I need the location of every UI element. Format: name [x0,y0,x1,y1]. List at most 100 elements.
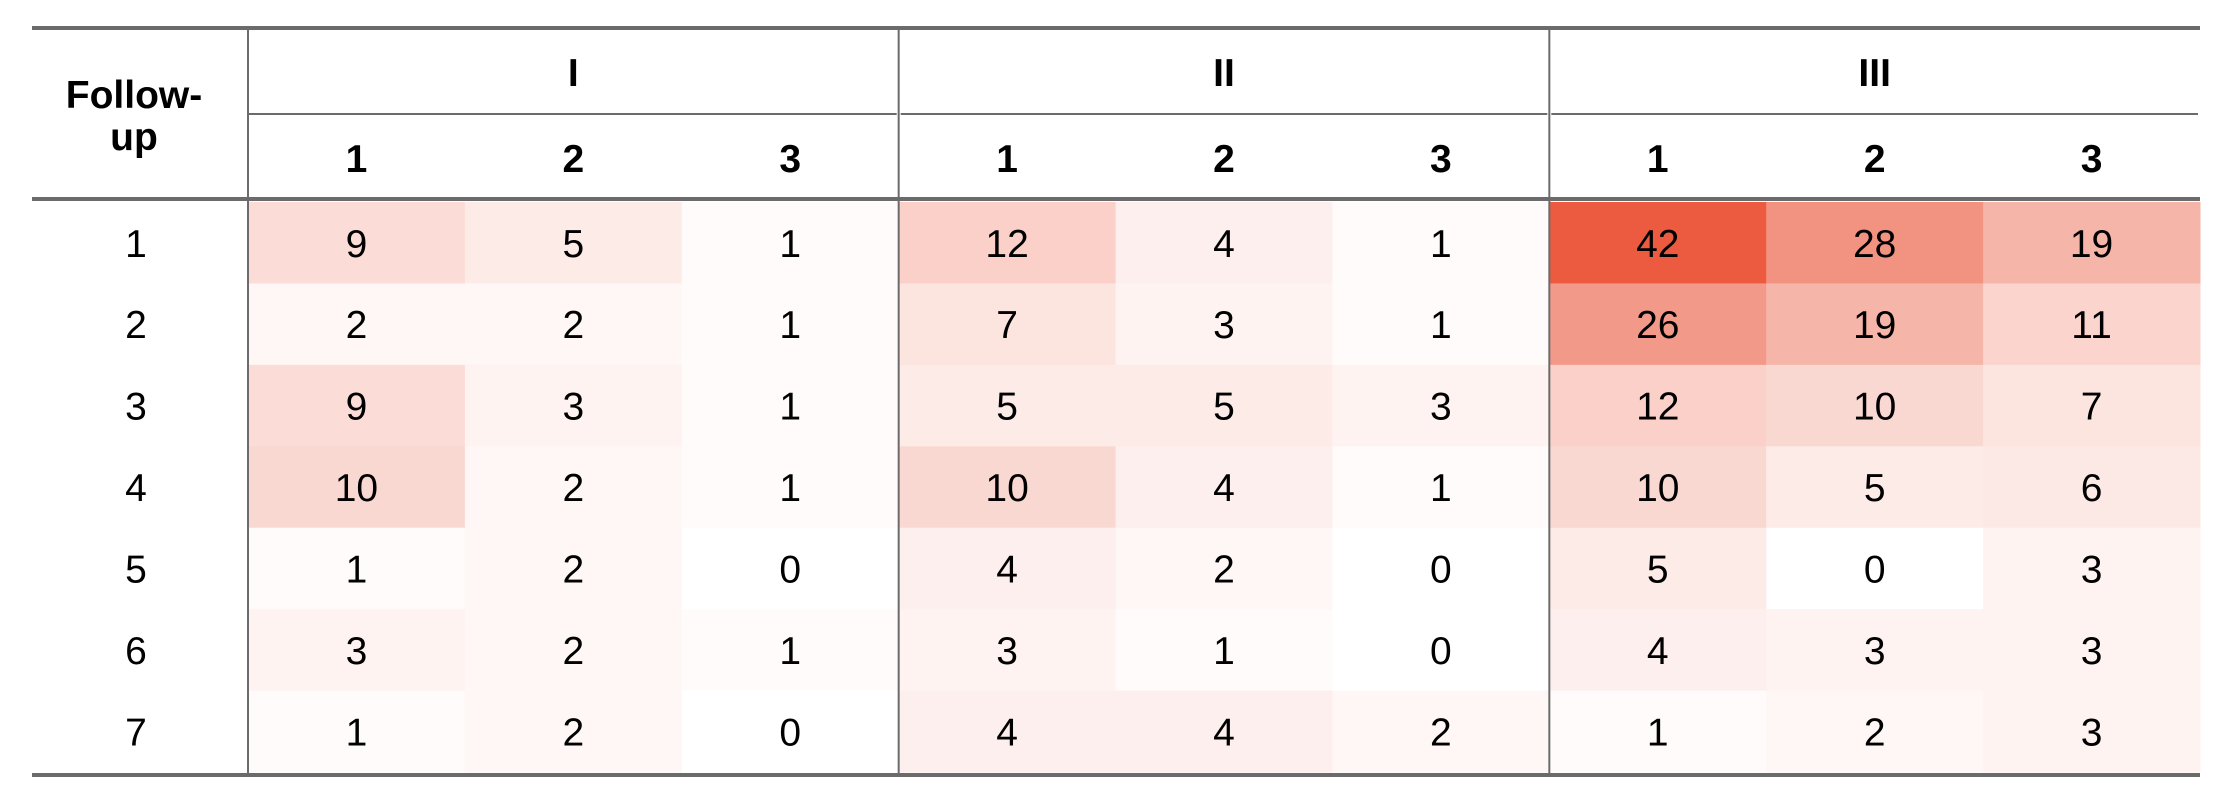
cell-value: 7 [996,304,1018,347]
heat-cell [681,202,900,284]
heat-cell [248,609,466,692]
cell-value: 5 [1213,386,1235,429]
cell-value: 2 [562,304,584,347]
sub-column-header: 1 [1647,138,1669,181]
cell-value: 1 [346,548,368,591]
group-header: III [1858,52,1891,95]
heat-cell [898,202,1117,284]
heat-cell [681,364,900,447]
heat-cell [1115,202,1333,284]
cell-value: 6 [2081,467,2103,510]
heat-cell [1115,690,1333,773]
sub-column-header: 3 [2081,138,2103,181]
heat-cell [1549,690,1767,773]
row-label: 1 [125,223,147,266]
cell-value: 7 [2081,386,2103,429]
sub-column-header: 2 [1864,138,1886,181]
row-header: Follow- [66,74,202,117]
group-header: I [568,52,579,95]
heat-cell [1766,527,1984,610]
heat-cell [1983,446,2201,529]
cell-value: 26 [1636,304,1679,347]
heat-cell [1983,527,2201,610]
row-label: 2 [125,304,147,347]
cell-value: 11 [2071,304,2112,347]
cell-value: 1 [1213,630,1235,673]
column-headers: Follow-up I 1 2 3 II 1 2 3 III 1 2 3 [66,52,2103,181]
cell-value: 5 [562,223,584,266]
heat-cell [681,690,900,773]
heat-cell [1332,527,1550,610]
cell-values: 9 5 1 12 4 1 42 28 192 2 1 7 3 1 26 19 119 3 1 5 5 3 12 10 710 2 1… [335,223,2114,755]
heat-cell [1549,527,1767,610]
heat-cell [464,283,683,366]
heat-cell [1549,446,1767,529]
heat-cell [1332,364,1550,447]
heat-cell [681,446,900,529]
heat-cell [1766,690,1984,773]
heat-cell [1115,609,1333,692]
row-label: 4 [125,467,147,510]
sub-column-header: 3 [779,138,801,181]
cell-value: 1 [779,304,801,347]
cell-value: 4 [1647,630,1669,673]
cell-value: 2 [346,304,368,347]
cell-value: 10 [1853,386,1896,429]
heat-cell [1549,609,1767,692]
cell-value: 4 [996,711,1018,754]
cell-value: 0 [1430,630,1452,673]
row-label: 3 [125,386,147,429]
heat-cell [1766,446,1984,529]
heat-cell [898,283,1117,366]
cell-value: 4 [1213,223,1235,266]
cell-value: 19 [1853,304,1896,347]
cell-value: 3 [996,630,1018,673]
heat-cell [464,364,683,447]
heat-cell [1332,283,1550,366]
heat-cell [1332,690,1550,773]
cell-value: 1 [779,223,801,266]
heat-cell [1766,202,1984,284]
sub-column-header: 1 [346,138,368,181]
heat-cell [898,690,1117,773]
heat-cell [1332,446,1550,529]
heat-cell [1115,527,1333,610]
heat-cell [681,527,900,610]
cell-value: 2 [1430,711,1452,754]
cell-value: 1 [1430,467,1452,510]
cell-value: 3 [2081,630,2103,673]
heat-cell [248,283,466,366]
cell-value: 2 [562,467,584,510]
cell-value: 10 [335,467,378,510]
row-label: 7 [125,711,147,754]
sub-column-header: 3 [1430,138,1452,181]
cell-value: 10 [1636,467,1679,510]
heat-cell [1115,364,1333,447]
heat-cell [898,364,1117,447]
heat-cell [898,527,1117,610]
heat-cell [681,609,900,692]
row-label: 6 [125,630,147,673]
cell-value: 0 [779,548,801,591]
heat-cell [1766,609,1984,692]
cell-value: 3 [2081,548,2103,591]
heat-cell [898,446,1117,529]
cell-value: 28 [1853,223,1896,266]
cell-value: 9 [346,386,368,429]
cell-value: 2 [1864,711,1886,754]
heat-cell [1983,690,2201,773]
cell-value: 1 [346,711,368,754]
cell-value: 19 [2070,223,2113,266]
cell-value: 4 [1213,467,1235,510]
cell-value: 12 [985,223,1028,266]
heat-cell [248,446,466,529]
heat-cell [1549,283,1767,366]
cell-value: 2 [562,548,584,591]
heat-cell [464,527,683,610]
heat-cell [1549,202,1767,284]
sub-column-header: 2 [562,138,584,181]
heat-cell [1766,283,1984,366]
cell-value: 0 [1430,548,1452,591]
cell-value: 2 [562,711,584,754]
